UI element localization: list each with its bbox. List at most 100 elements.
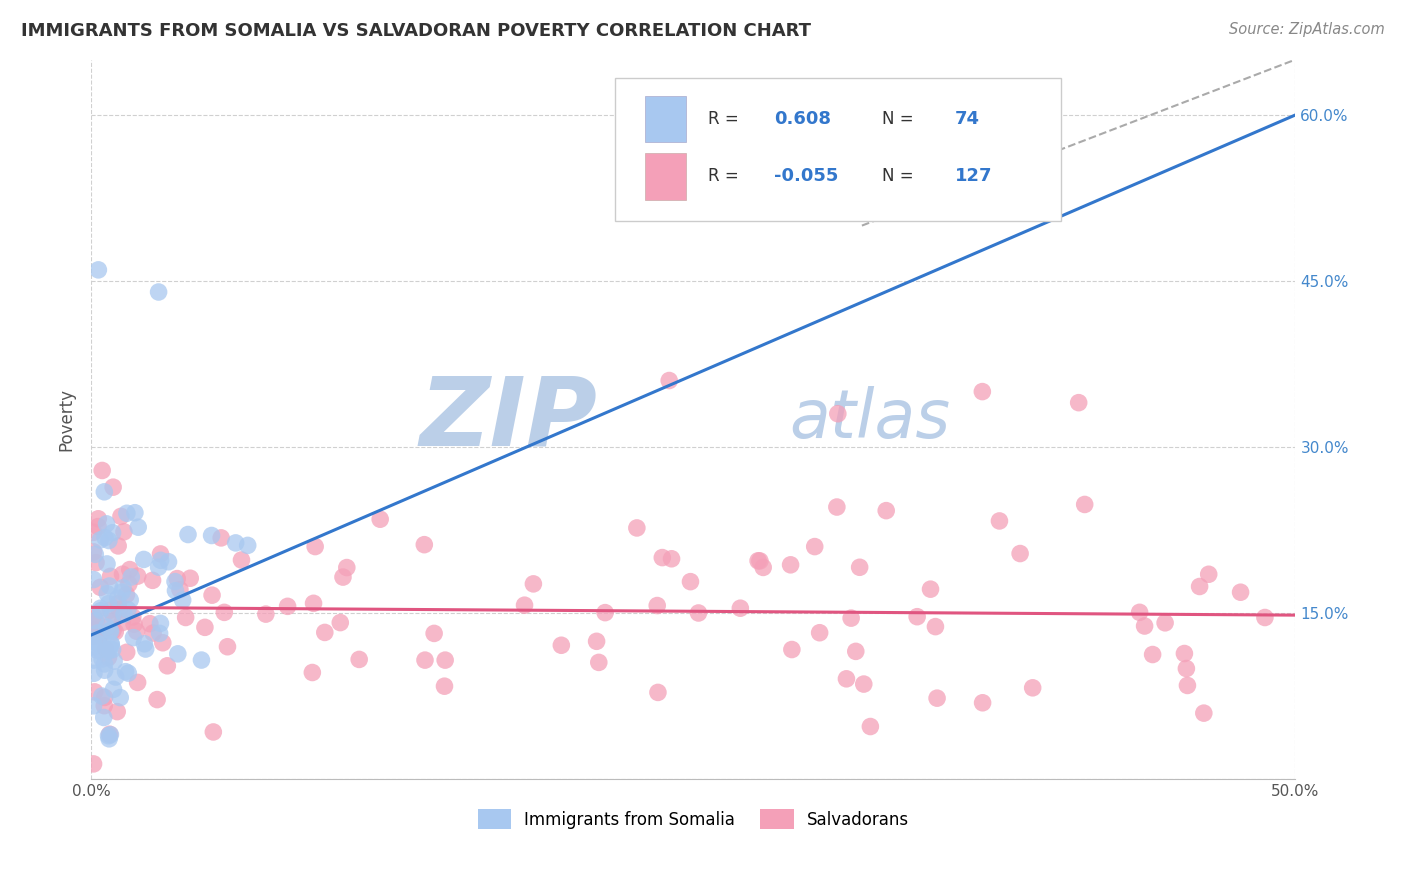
Point — [101, 615, 124, 629]
Point — [166, 647, 188, 661]
Text: -0.055: -0.055 — [773, 168, 838, 186]
Point — [96, 587, 118, 601]
Point — [93, 698, 115, 713]
Point — [97, 533, 120, 548]
Point — [214, 606, 236, 620]
Text: ZIP: ZIP — [419, 373, 598, 466]
Point — [110, 690, 132, 705]
Text: R =: R = — [707, 110, 738, 128]
Point — [925, 691, 948, 706]
Point — [200, 528, 222, 542]
Point — [1175, 661, 1198, 675]
Point — [84, 556, 107, 570]
Point — [780, 642, 803, 657]
Point — [120, 570, 142, 584]
Point — [1229, 585, 1251, 599]
Point — [98, 727, 121, 741]
Point — [149, 547, 172, 561]
Point — [104, 670, 127, 684]
Point — [848, 560, 870, 574]
Point — [108, 603, 131, 617]
Point — [87, 637, 110, 651]
Point — [83, 666, 105, 681]
Point — [101, 607, 124, 622]
Point — [118, 577, 141, 591]
Point — [146, 692, 169, 706]
Point — [96, 557, 118, 571]
Point — [329, 615, 352, 630]
Point — [1010, 547, 1032, 561]
Point — [190, 653, 212, 667]
Y-axis label: Poverty: Poverty — [58, 388, 75, 450]
Point — [100, 569, 122, 583]
Point — [254, 607, 277, 621]
Point — [107, 591, 129, 606]
Text: N =: N = — [883, 168, 914, 186]
Point — [661, 551, 683, 566]
Point — [808, 625, 831, 640]
Point — [924, 619, 946, 633]
Point — [83, 756, 105, 771]
Point — [83, 573, 105, 587]
Point — [157, 555, 180, 569]
Point — [645, 599, 668, 613]
Point — [120, 593, 142, 607]
Text: 0.608: 0.608 — [773, 110, 831, 128]
Point — [127, 569, 149, 583]
Point — [83, 525, 105, 540]
Point — [1177, 678, 1199, 692]
Point — [156, 658, 179, 673]
Point — [522, 577, 544, 591]
Point — [103, 654, 125, 668]
Point — [111, 567, 134, 582]
Point — [91, 625, 114, 640]
Point — [779, 558, 801, 572]
Point — [1198, 567, 1220, 582]
Point — [1188, 580, 1211, 594]
Text: R =: R = — [707, 168, 738, 186]
Point — [100, 624, 122, 639]
Point — [94, 531, 117, 545]
Point — [142, 626, 165, 640]
Point — [626, 521, 648, 535]
Point — [114, 665, 136, 679]
Point — [1021, 681, 1043, 695]
Point — [83, 633, 105, 648]
Point — [688, 606, 710, 620]
Point — [839, 611, 862, 625]
Point — [83, 640, 105, 654]
Text: 74: 74 — [955, 110, 980, 128]
Point — [149, 553, 172, 567]
Text: atlas: atlas — [790, 386, 950, 452]
Point — [301, 665, 323, 680]
Point — [905, 609, 928, 624]
Point — [347, 652, 370, 666]
Point — [209, 531, 232, 545]
Point — [163, 574, 186, 589]
Point — [217, 640, 239, 654]
Point — [115, 506, 138, 520]
Point — [139, 616, 162, 631]
Point — [107, 539, 129, 553]
Point — [127, 675, 149, 690]
Point — [83, 653, 105, 667]
Point — [752, 560, 775, 574]
Point — [135, 642, 157, 657]
Point — [96, 516, 118, 531]
Point — [513, 598, 536, 612]
Point — [149, 616, 172, 631]
Point — [202, 725, 225, 739]
Point — [1133, 619, 1156, 633]
Point — [225, 536, 247, 550]
Point — [122, 617, 145, 632]
Point — [148, 285, 170, 299]
Point — [84, 614, 107, 628]
Point — [152, 636, 174, 650]
Point — [101, 525, 124, 540]
Point — [149, 626, 172, 640]
Point — [179, 571, 201, 585]
Point — [730, 601, 752, 615]
Point — [585, 634, 607, 648]
Point — [101, 480, 124, 494]
Point — [96, 620, 118, 634]
